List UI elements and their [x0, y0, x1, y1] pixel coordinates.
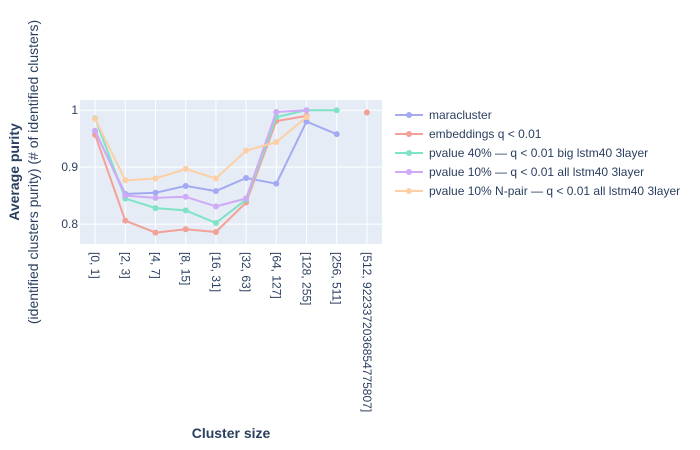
- legend-item[interactable]: pvalue 10% — q < 0.01 all lstm40 3layer: [395, 165, 644, 179]
- data-point: [212, 203, 219, 210]
- data-point: [333, 131, 340, 138]
- x-tick-label: [32, 63]: [239, 252, 253, 292]
- x-tick-label: [4, 7]: [149, 252, 163, 279]
- legend-item[interactable]: pvalue 10% N-pair — q < 0.01 all lstm40 …: [395, 184, 680, 198]
- x-tick-label: [128, 255]: [300, 252, 314, 305]
- data-point: [303, 107, 310, 114]
- x-tick-label: [512, 9223372036854775807]: [360, 252, 374, 412]
- legend-swatch-marker: [406, 169, 412, 175]
- data-point: [273, 139, 280, 146]
- x-tick-label: [16, 31]: [209, 252, 223, 292]
- legend-label: pvalue 10% — q < 0.01 all lstm40 3layer: [429, 165, 644, 179]
- series-lines: [92, 107, 370, 236]
- plot-area: [80, 100, 382, 244]
- legend: maracluster embeddings q < 0.01 pvalue 40%…: [395, 108, 680, 198]
- data-point: [243, 174, 250, 181]
- data-point: [182, 193, 189, 200]
- x-tick-label: [0, 1]: [88, 252, 102, 279]
- legend-swatch-marker: [406, 150, 412, 156]
- legend-swatch-marker: [406, 112, 412, 118]
- legend-label: maracluster: [429, 108, 492, 122]
- series-line: [94, 116, 308, 182]
- legend-item[interactable]: maracluster: [395, 108, 492, 122]
- data-point: [212, 229, 219, 236]
- x-tick-label: [256, 511]: [330, 252, 344, 305]
- data-point: [152, 175, 159, 182]
- data-point: [303, 118, 310, 125]
- legend-label: pvalue 10% N-pair — q < 0.01 all lstm40 …: [429, 184, 680, 198]
- data-point: [152, 194, 159, 201]
- x-tick-label: [2, 3]: [118, 252, 132, 279]
- x-tick-label: [8, 15]: [179, 252, 193, 285]
- data-point: [212, 188, 219, 195]
- data-point: [152, 189, 159, 196]
- y-tick-label: 0.8: [61, 217, 78, 231]
- legend-item[interactable]: pvalue 40% — q < 0.01 big lstm40 3layer: [395, 146, 648, 160]
- y-tick-label: 1: [71, 103, 78, 117]
- data-point: [182, 207, 189, 214]
- data-point: [273, 108, 280, 115]
- data-point: [243, 195, 250, 202]
- series: [92, 107, 310, 210]
- x-tick-labels: [0, 1] [2, 3] [4, 7] [8, 15] [16, 31] [32, 63…: [88, 252, 374, 412]
- data-point: [122, 177, 129, 184]
- data-point: [212, 175, 219, 182]
- data-point: [273, 180, 280, 187]
- data-point: [333, 107, 340, 114]
- y-axis-subtitle: (identified clusters purity) (# of ident…: [25, 20, 41, 324]
- data-point: [182, 182, 189, 189]
- data-point: [212, 219, 219, 226]
- legend-swatch-marker: [406, 188, 412, 194]
- legend-label: pvalue 40% — q < 0.01 big lstm40 3layer: [429, 146, 648, 160]
- legend-item[interactable]: embeddings q < 0.01: [395, 127, 542, 141]
- data-point: [363, 109, 370, 116]
- series: [92, 114, 310, 184]
- legend-label: embeddings q < 0.01: [429, 127, 542, 141]
- y-tick-label: 0.9: [61, 160, 78, 174]
- data-point: [92, 115, 99, 122]
- y-axis-title: Average purity: [6, 123, 22, 221]
- data-point: [122, 217, 129, 224]
- data-point: [152, 229, 159, 236]
- data-point: [182, 226, 189, 233]
- data-point: [152, 205, 159, 212]
- series-line: [94, 109, 307, 208]
- y-tick-labels: 0.8 0.9 1: [61, 103, 78, 231]
- gridlines: [80, 100, 382, 244]
- data-point: [303, 114, 310, 121]
- data-point: [92, 127, 99, 134]
- legend-swatch-marker: [406, 131, 412, 137]
- data-point: [243, 147, 250, 154]
- series-line: [94, 114, 307, 234]
- x-tick-label: [64, 127]: [269, 252, 283, 299]
- x-axis-title: Cluster size: [192, 425, 271, 441]
- data-point: [122, 192, 129, 199]
- data-point: [182, 165, 189, 172]
